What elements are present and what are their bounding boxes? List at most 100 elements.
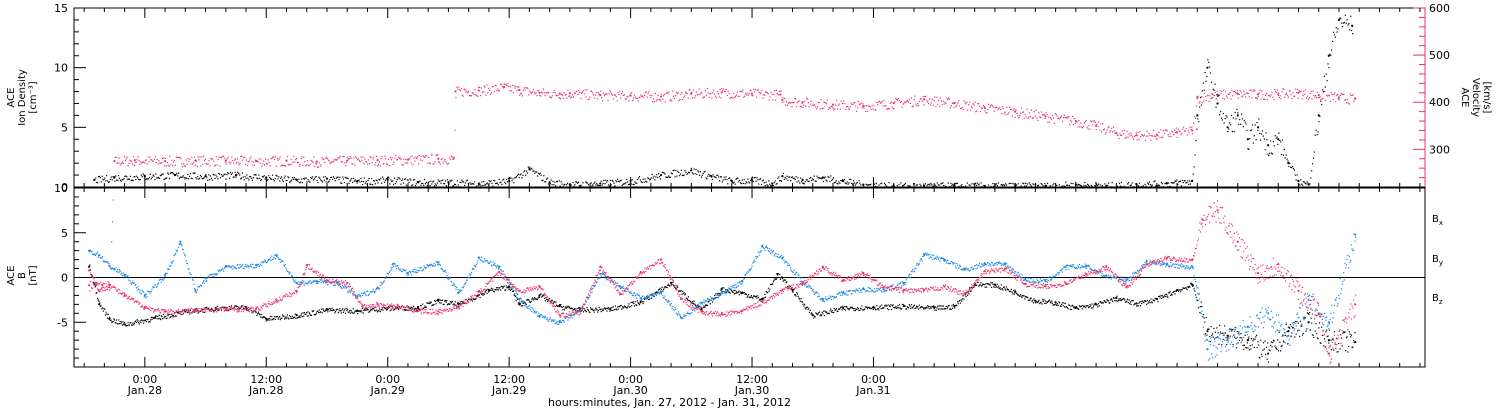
data-point bbox=[734, 96, 736, 99]
data-point bbox=[1235, 118, 1237, 120]
data-point bbox=[793, 289, 795, 291]
data-point bbox=[1121, 186, 1123, 188]
data-point bbox=[542, 179, 544, 181]
data-point bbox=[536, 175, 539, 177]
data-point bbox=[1065, 306, 1067, 308]
data-point bbox=[1226, 344, 1228, 346]
data-point bbox=[976, 110, 978, 112]
data-point bbox=[841, 179, 844, 181]
data-point bbox=[1205, 99, 1208, 102]
data-point bbox=[1156, 298, 1158, 300]
data-point bbox=[291, 177, 294, 179]
data-point bbox=[853, 102, 855, 104]
data-point bbox=[577, 181, 580, 183]
data-point bbox=[742, 182, 744, 184]
data-point bbox=[341, 176, 344, 178]
data-point bbox=[92, 281, 94, 283]
data-point bbox=[1196, 97, 1198, 100]
data-point bbox=[983, 283, 985, 286]
data-point bbox=[422, 307, 425, 310]
data-point bbox=[910, 304, 913, 306]
data-point bbox=[706, 304, 709, 307]
data-point bbox=[884, 184, 887, 186]
data-point bbox=[219, 165, 221, 167]
data-point bbox=[722, 290, 724, 292]
data-point bbox=[249, 158, 251, 160]
data-point bbox=[252, 177, 254, 179]
data-point bbox=[650, 297, 653, 299]
data-point bbox=[806, 98, 809, 100]
data-point bbox=[427, 302, 429, 304]
data-point bbox=[293, 155, 295, 157]
data-point bbox=[178, 172, 180, 174]
data-point bbox=[1046, 182, 1049, 184]
data-point bbox=[1122, 297, 1124, 300]
data-point bbox=[402, 164, 404, 166]
data-point bbox=[778, 276, 780, 279]
data-point bbox=[1138, 302, 1140, 304]
data-point bbox=[735, 291, 738, 293]
data-point bbox=[453, 303, 455, 305]
data-point bbox=[804, 181, 806, 183]
data-point bbox=[1348, 103, 1350, 105]
data-point bbox=[508, 85, 510, 88]
data-point bbox=[325, 181, 327, 183]
data-point bbox=[263, 175, 265, 177]
data-point bbox=[599, 182, 602, 185]
data-point bbox=[97, 284, 99, 286]
data-point bbox=[1090, 120, 1092, 122]
data-point bbox=[825, 179, 827, 181]
data-point bbox=[875, 182, 877, 184]
data-point bbox=[558, 97, 560, 99]
data-point bbox=[510, 90, 513, 92]
data-point bbox=[477, 95, 479, 97]
data-point bbox=[1030, 297, 1032, 299]
data-point bbox=[1319, 342, 1321, 344]
data-point bbox=[1044, 302, 1046, 304]
data-point bbox=[975, 111, 977, 113]
data-point bbox=[434, 161, 436, 163]
data-point bbox=[181, 163, 183, 165]
data-point bbox=[652, 177, 654, 179]
data-point bbox=[509, 287, 511, 289]
data-point bbox=[1042, 113, 1044, 115]
data-point bbox=[327, 181, 329, 183]
data-point bbox=[429, 162, 432, 165]
data-point bbox=[572, 309, 574, 311]
data-point bbox=[813, 105, 815, 107]
data-point bbox=[952, 102, 954, 104]
data-point bbox=[1255, 97, 1258, 99]
data-point bbox=[300, 157, 302, 160]
data-point bbox=[1008, 290, 1010, 292]
data-point bbox=[729, 179, 732, 181]
data-point bbox=[1040, 301, 1042, 303]
data-point bbox=[1252, 90, 1254, 92]
data-point bbox=[710, 176, 713, 178]
data-point bbox=[1063, 302, 1065, 304]
data-point bbox=[1335, 101, 1337, 103]
data-point bbox=[885, 105, 887, 107]
data-point bbox=[168, 165, 170, 167]
data-point bbox=[1317, 131, 1319, 133]
data-point bbox=[923, 307, 925, 309]
data-point bbox=[473, 298, 476, 301]
data-point bbox=[169, 155, 171, 158]
data-point bbox=[385, 157, 387, 160]
data-point bbox=[145, 178, 147, 180]
data-point bbox=[1189, 286, 1191, 288]
data-point bbox=[171, 159, 173, 161]
data-point bbox=[111, 321, 114, 323]
data-point bbox=[338, 178, 340, 181]
data-point bbox=[1333, 34, 1336, 36]
data-point bbox=[1208, 328, 1210, 330]
data-point bbox=[569, 307, 571, 310]
data-point bbox=[1275, 347, 1277, 349]
data-point bbox=[289, 315, 291, 318]
data-point bbox=[407, 162, 409, 164]
data-point bbox=[144, 293, 146, 295]
data-point bbox=[1327, 335, 1329, 337]
data-point bbox=[490, 289, 492, 291]
data-point bbox=[690, 301, 692, 303]
data-point bbox=[184, 309, 186, 311]
data-point bbox=[279, 180, 281, 182]
